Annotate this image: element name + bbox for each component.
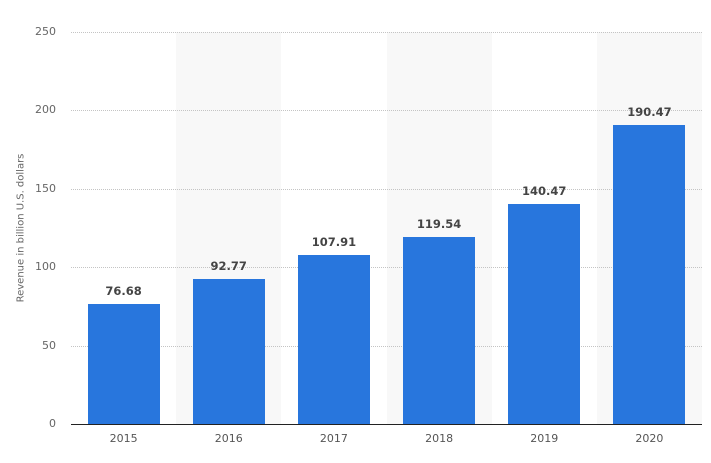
y-tick-label: 100: [35, 260, 56, 274]
bar-2015: [87, 303, 160, 424]
x-tick-label: 2016: [214, 432, 243, 445]
gridline: [71, 267, 702, 268]
gridline: [71, 189, 702, 190]
bar-2019: [508, 203, 581, 424]
x-tick-label: 2017: [319, 432, 348, 445]
value-label: 92.77: [210, 258, 247, 273]
bar-2017: [297, 254, 370, 424]
x-tick-label: 2019: [530, 432, 559, 445]
gridline: [71, 346, 702, 347]
x-axis-line: [71, 424, 702, 425]
y-axis-label: Revenue in billion U.S. dollars: [15, 153, 27, 303]
x-tick-label: 2018: [425, 432, 454, 445]
value-label: 190.47: [627, 105, 672, 120]
x-tick-label: 2020: [635, 432, 664, 445]
value-label: 76.68: [105, 283, 142, 298]
y-tick-label: 250: [35, 25, 56, 38]
value-label: 140.47: [522, 183, 567, 198]
bar-2018: [403, 236, 476, 424]
y-tick-label: 0: [49, 417, 56, 430]
value-label: 107.91: [311, 234, 357, 249]
y-tick-label: 200: [35, 103, 56, 117]
bar-2016: [192, 278, 265, 424]
bar-2020: [613, 125, 686, 424]
value-label: 119.54: [416, 216, 462, 231]
y-tick-label: 50: [42, 338, 56, 352]
x-tick-label: 2015: [109, 432, 138, 445]
y-tick-label: 150: [35, 181, 56, 195]
gridline: [71, 110, 702, 111]
gridline: [71, 32, 702, 33]
